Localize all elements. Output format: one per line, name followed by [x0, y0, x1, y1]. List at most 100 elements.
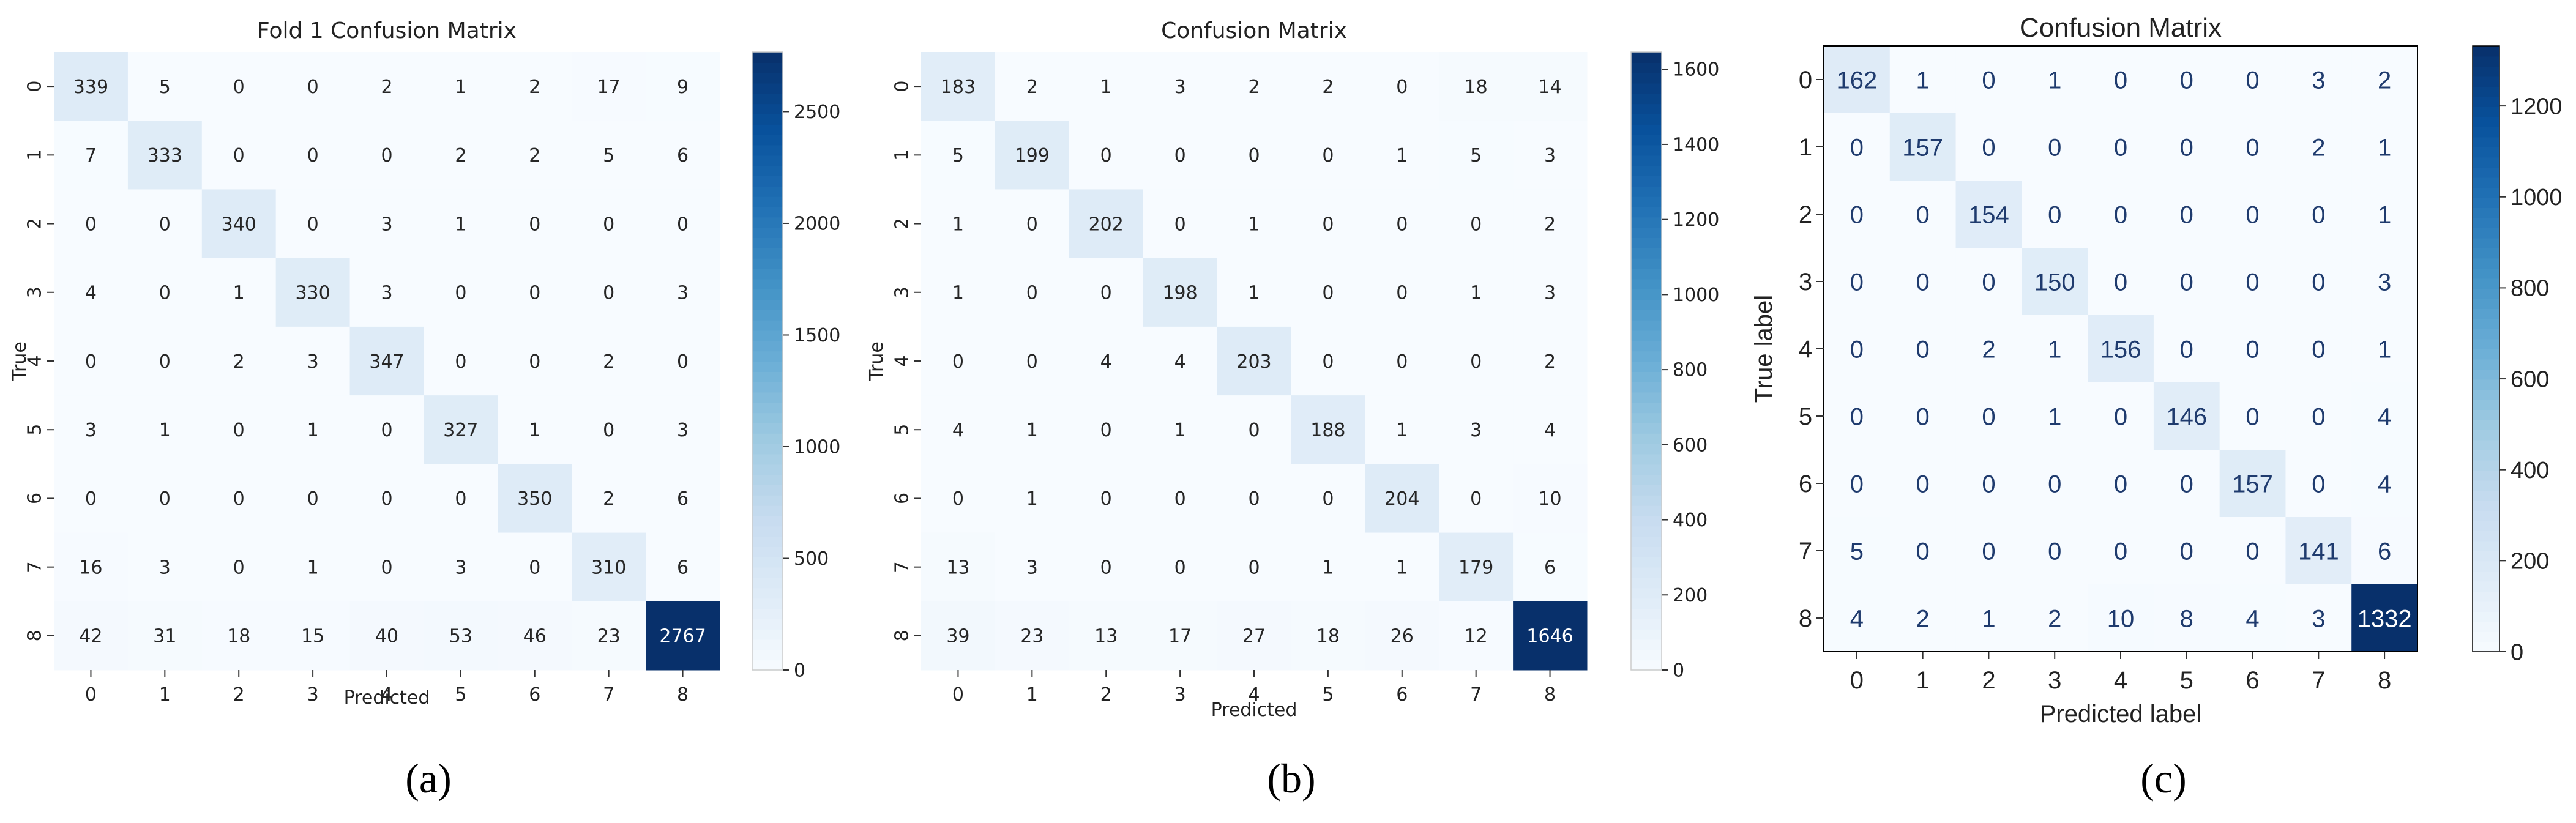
- heatmap-cell: [424, 601, 498, 671]
- cell-value-label: 17: [597, 76, 621, 98]
- panel-caption: (b): [1267, 755, 1315, 802]
- cell-value-label: 1: [159, 420, 171, 441]
- colorbar-segment: [1631, 618, 1662, 630]
- panel-caption: (a): [405, 755, 451, 802]
- cell-value-label: 7: [85, 145, 97, 166]
- heatmap-cell: [498, 121, 572, 190]
- y-tick-label: 5: [24, 424, 46, 436]
- heatmap-cell: [1365, 601, 1439, 671]
- cell-value-label: 4: [952, 420, 964, 441]
- cell-value-label: 339: [73, 76, 108, 98]
- colorbar-segment: [752, 237, 783, 248]
- cell-value-label: 1646: [1526, 626, 1573, 647]
- cell-value-label: 0: [603, 420, 614, 441]
- cell-value-label: 3: [1174, 76, 1186, 98]
- x-tick-label: 8: [1544, 684, 1556, 706]
- colorbar-segment: [2473, 237, 2499, 248]
- cell-value-label: 0: [1850, 336, 1864, 363]
- heatmap-cell: [995, 601, 1070, 671]
- cell-value-label: 0: [1470, 488, 1482, 510]
- cell-value-label: 1: [1174, 420, 1186, 441]
- heatmap-cell: [349, 258, 424, 327]
- colorbar-segment: [2473, 621, 2499, 632]
- heatmap-cell: [2022, 315, 2088, 383]
- cell-value-label: 3: [1544, 283, 1556, 304]
- heatmap-cell: [1439, 189, 1514, 259]
- colorbar-segment: [1631, 587, 1662, 599]
- cell-value-label: 0: [1396, 214, 1408, 235]
- cell-value-label: 1: [952, 283, 964, 304]
- cell-value-label: 2: [455, 145, 466, 166]
- colorbar-tick-label: 0: [2511, 639, 2523, 665]
- heatmap-cell: [572, 189, 646, 259]
- colorbar-tick-label: 1400: [1673, 134, 1719, 155]
- cell-value-label: 203: [1236, 351, 1271, 373]
- cell-value-label: 0: [2246, 336, 2259, 363]
- colorbar-tick-label: 1500: [794, 325, 840, 346]
- colorbar-segment: [1631, 278, 1662, 290]
- colorbar-segment: [1631, 319, 1662, 331]
- heatmap-cell: [1824, 450, 1891, 518]
- heatmap-cell: [349, 464, 424, 534]
- cell-value-label: 2: [2312, 134, 2325, 161]
- heatmap-cell: [1365, 52, 1439, 121]
- heatmap-cell: [1824, 315, 1891, 383]
- heatmap-cell: [2285, 584, 2352, 652]
- colorbar-segment: [752, 536, 783, 547]
- colorbar-segment: [2473, 127, 2499, 138]
- heatmap-cell: [572, 52, 646, 121]
- cell-value-label: 23: [1020, 626, 1043, 647]
- cell-value-label: 0: [2180, 67, 2193, 94]
- cell-value-label: 0: [2312, 403, 2325, 430]
- cell-value-label: 0: [1982, 538, 1995, 565]
- colorbar-segment: [2473, 531, 2499, 542]
- colorbar-segment: [2473, 430, 2499, 441]
- cell-value-label: 4: [1100, 351, 1112, 373]
- cell-value-label: 0: [2114, 134, 2127, 161]
- heatmap-cell: [1069, 52, 1144, 121]
- colorbar-segment: [1631, 62, 1662, 73]
- y-tick-label: 8: [24, 630, 46, 641]
- colorbar-segment: [752, 124, 783, 135]
- colorbar-segment: [1631, 289, 1662, 300]
- cell-value-label: 3: [85, 420, 97, 441]
- cell-value-label: 0: [1850, 403, 1864, 430]
- heatmap-cell: [2219, 113, 2286, 181]
- cell-value-label: 3: [2378, 269, 2391, 296]
- heatmap-cell: [1955, 584, 2022, 652]
- cell-value-label: 0: [1248, 145, 1260, 166]
- heatmap-cell: [54, 52, 129, 121]
- colorbar-segment: [2473, 147, 2499, 158]
- cell-value-label: 5: [1850, 538, 1864, 565]
- cell-value-label: 0: [1322, 351, 1334, 373]
- heatmap-cell: [995, 189, 1070, 259]
- colorbar-segment: [752, 649, 783, 661]
- colorbar-segment: [2473, 439, 2499, 450]
- heatmap-cell: [1513, 601, 1588, 671]
- colorbar-tick-label: 500: [794, 548, 829, 570]
- colorbar-segment: [752, 402, 783, 414]
- colorbar-segment: [752, 330, 783, 341]
- heatmap-cell: [921, 189, 996, 259]
- cell-value-label: 1: [1248, 283, 1260, 304]
- heatmap-cell: [1889, 584, 1957, 652]
- cell-value-label: 18: [1316, 626, 1340, 647]
- heatmap-cell: [2088, 517, 2154, 585]
- cell-value-label: 0: [2312, 201, 2325, 228]
- cell-value-label: 0: [2312, 269, 2325, 296]
- heatmap-cell: [2351, 46, 2418, 114]
- colorbar-segment: [1631, 639, 1662, 650]
- cell-value-label: 0: [1248, 488, 1260, 510]
- cell-value-label: 0: [677, 214, 689, 235]
- x-tick-label: 6: [1396, 684, 1408, 706]
- cell-value-label: 1: [2048, 403, 2061, 430]
- heatmap-cell: [921, 601, 996, 671]
- colorbar-segment: [1631, 330, 1662, 341]
- y-tick-label: 1: [892, 149, 913, 161]
- cell-value-label: 0: [2114, 67, 2127, 94]
- cell-value-label: 0: [85, 214, 97, 235]
- heatmap-cell: [2088, 382, 2154, 450]
- colorbar-segment: [1631, 443, 1662, 455]
- colorbar-segment: [1631, 381, 1662, 393]
